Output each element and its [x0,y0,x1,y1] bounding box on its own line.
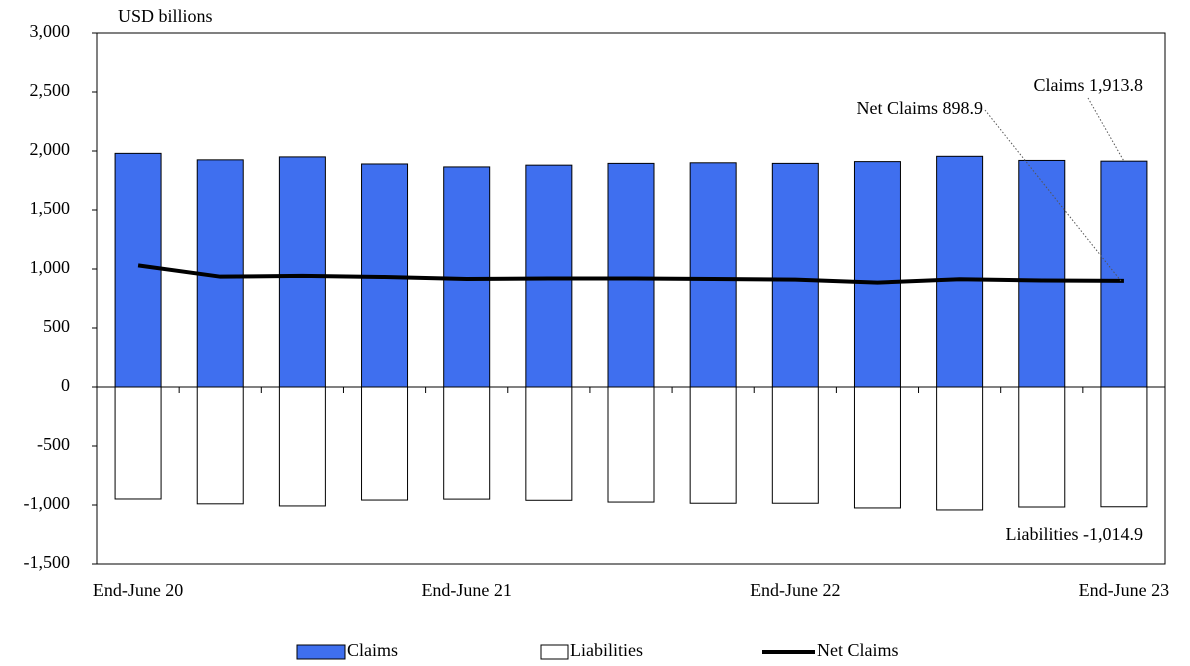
y-tick-label: 2,000 [30,139,71,159]
bar [689,386,737,504]
bar [853,386,901,509]
legend-swatch [540,644,569,660]
legend-label: Net Claims [817,640,899,660]
legend-label: Claims [347,640,398,660]
annotation: Claims 1,913.8 [1033,75,1143,95]
x-tick-label: End-June 22 [750,580,840,600]
bar [1018,159,1066,388]
bar [1100,386,1148,508]
bar [114,152,162,388]
bar [196,386,244,505]
bar [1100,160,1148,388]
x-tick-label: End-June 21 [421,580,511,600]
y-tick-label: 3,000 [30,21,71,41]
annotation-leader [1087,97,1125,162]
bar [936,386,984,511]
bar [1018,386,1066,508]
bar [771,162,819,388]
bar [689,162,737,388]
y-tick-label: 500 [43,316,70,336]
bar [853,161,901,388]
bar [443,386,491,500]
x-tick-label: End-June 20 [93,580,183,600]
annotation: Net Claims 898.9 [857,98,984,118]
bar [525,386,573,501]
bar [607,386,655,503]
bar [607,162,655,388]
y-tick-label: 0 [61,375,70,395]
bar [114,386,162,500]
y-tick-label: -1,000 [24,493,71,513]
bar [361,386,409,501]
y-axis-label: USD billions [118,6,213,26]
annotation-leader [984,109,1122,282]
bar [278,386,326,507]
annotation: Liabilities -1,014.9 [1006,524,1143,544]
bar [936,155,984,388]
bar [278,156,326,388]
x-tick-label: End-June 23 [1079,580,1169,600]
bar [525,164,573,388]
y-tick-label: 2,500 [30,80,71,100]
y-tick-label: -1,500 [24,552,71,572]
bar [771,386,819,504]
plot-frame [96,32,1166,565]
y-tick-label: 1,500 [30,198,71,218]
y-tick-label: 1,000 [30,257,71,277]
bar [196,159,244,388]
y-tick-label: -500 [37,434,70,454]
legend-label: Liabilities [570,640,643,660]
line [137,263,1124,285]
legend-swatch [296,644,346,660]
